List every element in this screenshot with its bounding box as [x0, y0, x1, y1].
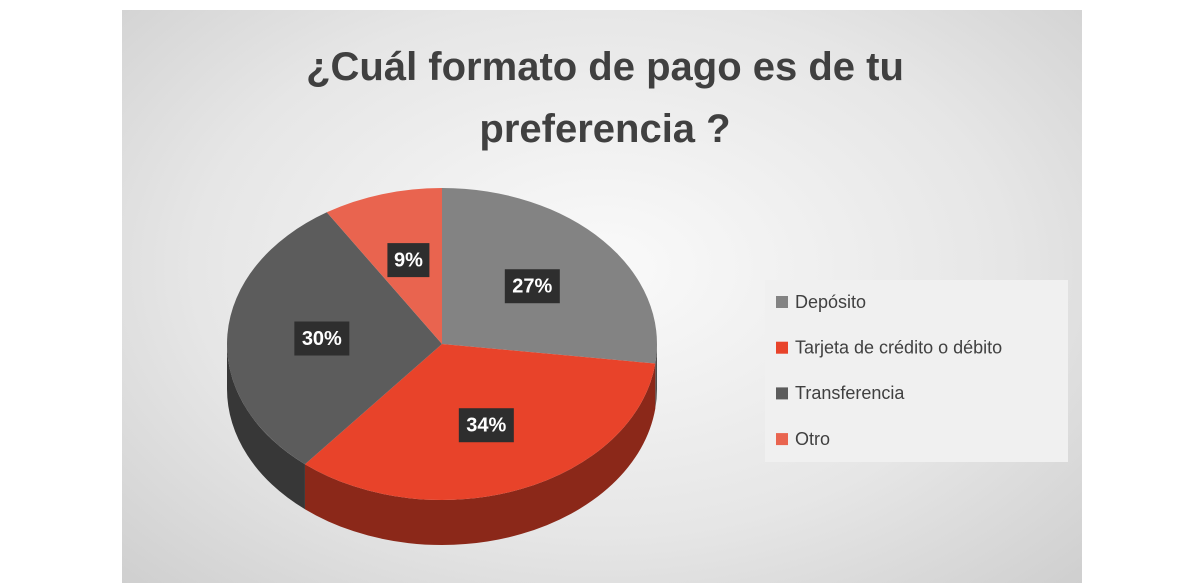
slice-side	[227, 344, 305, 510]
slice-side	[304, 363, 656, 546]
slice	[326, 188, 442, 344]
legend-swatch	[776, 296, 788, 308]
data-label-box	[387, 243, 430, 278]
data-label-box	[504, 269, 560, 304]
legend-swatch	[776, 341, 788, 354]
legend-label: Otro	[795, 429, 830, 449]
data-label-box	[458, 408, 514, 443]
legend-box	[765, 280, 1068, 462]
legend-swatch	[776, 433, 788, 446]
legend-label: Tarjeta de crédito o débito	[795, 337, 1002, 357]
slice-side	[655, 344, 657, 409]
data-label-box	[294, 321, 350, 356]
legend-swatch	[776, 387, 788, 400]
data-label: 30%	[302, 328, 342, 350]
chart-title: ¿Cuál formato de pago es de tu preferenc…	[306, 45, 904, 151]
data-label: 34%	[466, 415, 506, 437]
data-label: 27%	[512, 276, 552, 298]
legend-label: Transferencia	[795, 383, 905, 403]
legend-label: Depósito	[795, 292, 866, 312]
data-label: 9%	[394, 249, 423, 271]
